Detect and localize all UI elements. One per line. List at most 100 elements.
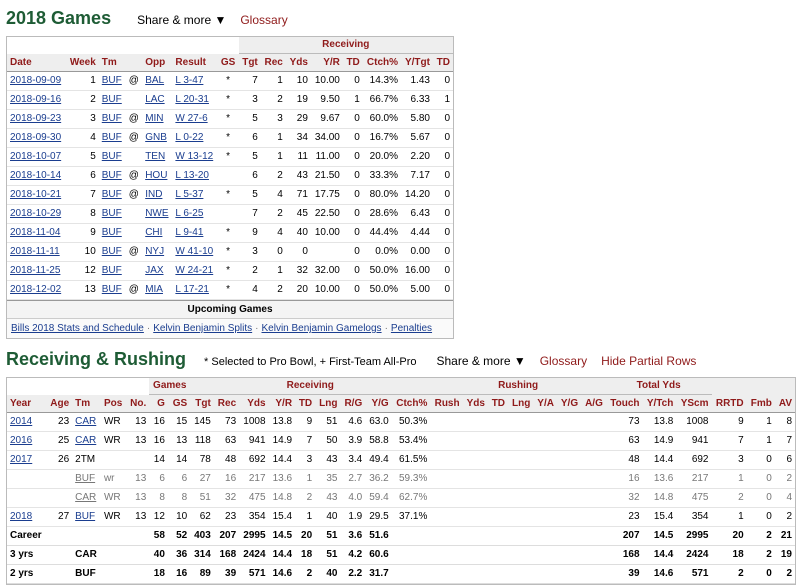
table-cell-link[interactable]: MIN xyxy=(142,109,173,129)
table-cell-link[interactable]: L 13-20 xyxy=(172,166,218,186)
table-cell-link[interactable]: 2018 xyxy=(7,507,47,527)
table-cell-link[interactable]: 2018-12-02 xyxy=(7,280,66,300)
table-cell-link[interactable]: BUF xyxy=(72,507,101,527)
column-header[interactable]: TD xyxy=(432,53,453,72)
column-header[interactable]: Pos xyxy=(100,394,127,413)
table-cell-link[interactable]: NWE xyxy=(142,204,173,224)
table-cell-link[interactable]: BUF xyxy=(98,166,126,186)
column-header[interactable]: No. xyxy=(126,394,150,413)
table-cell-link[interactable]: CHI xyxy=(142,223,173,243)
column-header[interactable]: TD xyxy=(342,53,363,72)
table-cell-link[interactable]: 2018-09-23 xyxy=(7,109,66,129)
table-cell-link[interactable]: BUF xyxy=(98,280,126,300)
column-header[interactable]: Opp xyxy=(142,53,173,72)
table-cell-link[interactable]: BUF xyxy=(98,242,126,262)
column-header[interactable]: Yds xyxy=(285,53,311,72)
column-header[interactable]: Ctch% xyxy=(391,394,431,413)
table-cell-link[interactable]: L 6-25 xyxy=(172,204,218,224)
column-header[interactable]: RRTD xyxy=(711,394,747,413)
table-cell-link[interactable]: L 0-22 xyxy=(172,128,218,148)
table-cell-link[interactable]: 2014 xyxy=(7,412,47,432)
column-header[interactable]: GS xyxy=(217,53,239,72)
table-cell-link[interactable]: BAL xyxy=(142,71,173,91)
column-header[interactable]: TD xyxy=(487,394,509,413)
table-cell-link[interactable]: 2018-10-21 xyxy=(7,185,66,205)
column-header[interactable]: Y/G xyxy=(556,394,582,413)
table-cell-link[interactable]: 2018-09-30 xyxy=(7,128,66,148)
table-cell-link[interactable]: BUF xyxy=(98,109,126,129)
column-header[interactable]: Tgt xyxy=(190,394,214,413)
table-cell-link[interactable]: L 9-41 xyxy=(172,223,218,243)
table-cell-link[interactable]: HOU xyxy=(142,166,173,186)
column-header[interactable]: Y/Tgt xyxy=(401,53,433,72)
footer-link[interactable]: Kelvin Benjamin Gamelogs xyxy=(261,323,382,334)
column-header[interactable]: Lng xyxy=(315,394,341,413)
column-header[interactable] xyxy=(125,53,143,72)
column-header[interactable]: G xyxy=(149,394,168,413)
footer-link[interactable]: Penalties xyxy=(390,323,433,334)
table-cell-link[interactable]: 2018-10-14 xyxy=(7,166,66,186)
column-header[interactable]: Y/R xyxy=(268,394,296,413)
column-header[interactable]: YScm xyxy=(676,394,712,413)
table-cell-link[interactable]: BUF xyxy=(98,128,126,148)
column-header[interactable]: AV xyxy=(774,394,795,413)
table-cell-link[interactable]: JAX xyxy=(142,261,173,281)
footer-link[interactable]: Bills 2018 Stats and Schedule xyxy=(11,323,144,334)
table-cell-link[interactable]: BUF xyxy=(98,90,126,110)
table-cell-link[interactable]: BUF xyxy=(98,204,126,224)
table-cell-link[interactable]: W 41-10 xyxy=(172,242,218,262)
table-cell-link[interactable]: BUF xyxy=(98,147,126,167)
table-cell-link[interactable]: IND xyxy=(142,185,173,205)
table-cell-link[interactable]: L 5-37 xyxy=(172,185,218,205)
table-cell-link[interactable]: 2018-11-11 xyxy=(7,242,66,262)
column-header[interactable]: Age xyxy=(46,394,73,413)
column-header[interactable]: Week xyxy=(65,53,99,72)
rr-share-button[interactable]: Share & more ▼ xyxy=(436,354,526,368)
table-cell-link[interactable]: CAR xyxy=(72,431,101,451)
table-cell-link[interactable]: CAR xyxy=(72,412,101,432)
column-header[interactable]: Rec xyxy=(213,394,240,413)
table-cell-link[interactable]: MIA xyxy=(142,280,173,300)
games-share-button[interactable]: Share & more ▼ xyxy=(137,13,227,27)
column-header[interactable]: Tm xyxy=(72,394,101,413)
column-header[interactable]: Y/G xyxy=(365,394,392,413)
table-cell-link[interactable]: BUF xyxy=(98,223,126,243)
column-header[interactable]: Year xyxy=(7,394,47,413)
column-header[interactable]: Rush xyxy=(430,394,463,413)
table-cell-link[interactable]: L 17-21 xyxy=(172,280,218,300)
table-cell-link[interactable]: LAC xyxy=(142,90,173,110)
table-cell-link[interactable]: 2018-10-29 xyxy=(7,204,66,224)
table-cell-link[interactable]: W 24-21 xyxy=(172,261,218,281)
column-header[interactable]: Yds xyxy=(462,394,488,413)
column-header[interactable]: Y/Tch xyxy=(642,394,677,413)
table-cell-link[interactable]: NYJ xyxy=(142,242,173,262)
column-header[interactable]: Date xyxy=(7,53,66,72)
table-cell-link[interactable]: 2018-09-16 xyxy=(7,90,66,110)
table-cell-link[interactable]: 2018-11-04 xyxy=(7,223,66,243)
table-cell-link[interactable]: 2016 xyxy=(7,431,47,451)
table-cell-link[interactable]: 2018-10-07 xyxy=(7,147,66,167)
hide-partial-rows-link[interactable]: Hide Partial Rows xyxy=(601,354,697,368)
table-cell-link[interactable]: L 20-31 xyxy=(172,90,218,110)
column-header[interactable]: R/G xyxy=(340,394,366,413)
column-header[interactable]: A/G xyxy=(581,394,606,413)
table-cell-link[interactable]: 2018-09-09 xyxy=(7,71,66,91)
table-cell-link[interactable]: CAR xyxy=(72,488,101,508)
table-cell-link[interactable]: GNB xyxy=(142,128,173,148)
column-header[interactable]: Ctch% xyxy=(362,53,402,72)
footer-link[interactable]: Kelvin Benjamin Splits xyxy=(153,323,253,334)
table-cell-link[interactable]: BUF xyxy=(72,469,101,489)
table-cell-link[interactable]: TEN xyxy=(142,147,173,167)
column-header[interactable]: Y/R xyxy=(310,53,343,72)
rr-glossary-link[interactable]: Glossary xyxy=(539,354,588,368)
table-cell-link[interactable]: 2017 xyxy=(7,450,47,470)
column-header[interactable]: Lng xyxy=(508,394,534,413)
games-glossary-link[interactable]: Glossary xyxy=(240,13,288,27)
table-cell-link[interactable]: 2018-11-25 xyxy=(7,261,66,281)
column-header[interactable]: Fmb xyxy=(746,394,775,413)
column-header[interactable]: Rec xyxy=(260,53,286,72)
table-cell-link[interactable]: W 27-6 xyxy=(172,109,218,129)
column-header[interactable]: Y/A xyxy=(533,394,557,413)
table-cell-link[interactable]: BUF xyxy=(98,71,126,91)
table-cell-link[interactable]: W 13-12 xyxy=(172,147,218,167)
